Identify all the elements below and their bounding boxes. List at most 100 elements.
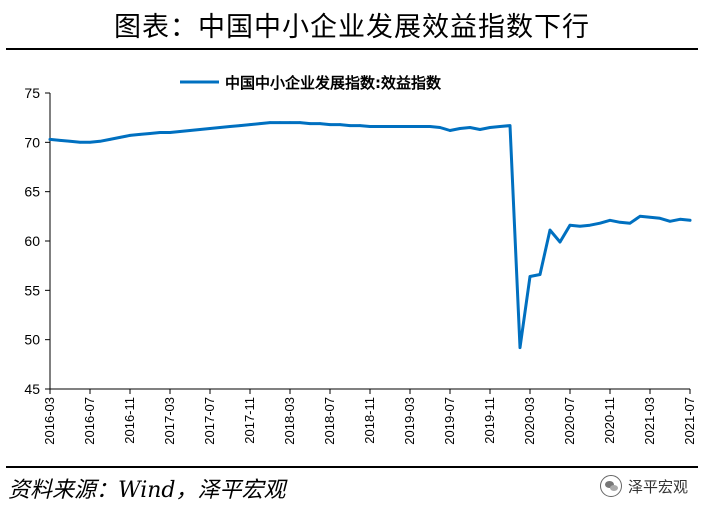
watermark: 泽平宏观	[599, 472, 688, 500]
data-point	[148, 132, 152, 135]
series-line	[48, 121, 692, 350]
data-point	[448, 129, 452, 132]
data-point	[568, 223, 572, 227]
x-tick-label: 2017-11	[242, 397, 257, 444]
x-tick-label: 2016-03	[42, 397, 57, 445]
data-point	[558, 240, 562, 244]
data-point	[168, 131, 172, 134]
data-point	[78, 141, 82, 144]
y-tick-label: 75	[24, 85, 40, 101]
data-point	[98, 140, 102, 143]
data-point	[528, 275, 532, 278]
x-tick-label: 2021-03	[642, 397, 657, 445]
data-point	[608, 219, 612, 222]
x-tick-label: 2018-03	[282, 397, 297, 445]
y-tick-label: 50	[24, 332, 40, 348]
watermark-text: 泽平宏观	[627, 477, 688, 496]
wechat-logo-icon	[599, 475, 622, 497]
legend-label: 中国中小企业发展指数:效益指数	[225, 74, 442, 92]
data-point	[298, 121, 302, 124]
data-point	[668, 220, 672, 223]
data-point	[88, 141, 92, 144]
x-tick-label: 2019-07	[442, 397, 457, 445]
data-point	[638, 215, 642, 218]
data-point	[398, 125, 402, 128]
y-axis: 45 50 55 60 65 70 75	[24, 85, 51, 397]
data-point	[198, 128, 202, 131]
data-point	[518, 346, 522, 349]
data-point	[648, 216, 652, 219]
series-layer	[48, 121, 692, 350]
y-tick-label: 60	[24, 233, 40, 249]
data-point	[658, 217, 662, 220]
x-tick-label: 2021-07	[682, 397, 697, 445]
y-tick-label: 65	[24, 184, 40, 200]
y-tick-label: 45	[24, 381, 40, 397]
data-point	[348, 124, 352, 127]
data-point	[338, 123, 342, 126]
data-point	[68, 140, 72, 143]
data-point	[268, 121, 272, 124]
x-tick-label: 2020-03	[522, 397, 537, 445]
data-point	[178, 130, 182, 133]
x-axis: 2016-03 2016-07 2016-11 2017-03 2017-07 2017-…	[42, 388, 697, 445]
data-point	[688, 219, 692, 222]
x-tick-label: 2020-07	[562, 397, 577, 445]
x-tick-label: 2016-11	[122, 397, 137, 444]
data-point	[258, 122, 262, 125]
x-tick-label: 2018-11	[362, 397, 377, 444]
data-point	[478, 128, 482, 131]
x-tick-label: 2019-03	[402, 397, 417, 445]
y-tick-label: 70	[24, 134, 40, 150]
data-point	[628, 221, 632, 225]
data-point	[498, 125, 502, 128]
data-point	[368, 125, 372, 128]
source-note: 资料来源：Wind，泽平宏观	[8, 478, 286, 503]
data-point	[598, 221, 602, 225]
x-tick-label: 2020-11	[602, 397, 617, 444]
data-point	[288, 121, 292, 124]
figure-title: 图表：中国中小企业发展效益指数下行	[114, 12, 590, 43]
data-point	[58, 139, 62, 142]
data-point	[438, 126, 442, 129]
top-rule	[6, 48, 698, 50]
data-point	[578, 224, 582, 228]
data-point	[358, 124, 362, 127]
data-point	[188, 129, 192, 132]
data-point	[508, 124, 512, 127]
data-point	[458, 127, 462, 130]
data-point	[488, 126, 492, 129]
data-point	[468, 126, 472, 129]
data-point	[328, 123, 332, 126]
bottom-rule	[6, 466, 698, 468]
data-point	[378, 125, 382, 128]
data-point	[158, 131, 162, 134]
data-point	[278, 121, 282, 124]
data-point	[388, 125, 392, 128]
legend: 中国中小企业发展指数:效益指数	[180, 74, 442, 92]
x-tick-label: 2017-03	[162, 397, 177, 445]
data-point	[618, 221, 622, 224]
data-point	[228, 125, 232, 128]
x-tick-label: 2019-11	[482, 397, 497, 444]
data-point	[128, 134, 132, 137]
data-point	[308, 122, 312, 125]
data-point	[238, 124, 242, 127]
x-tick-label: 2016-07	[82, 397, 97, 445]
data-point	[48, 138, 52, 141]
data-point	[428, 125, 432, 128]
data-point	[548, 228, 552, 232]
data-point	[118, 136, 122, 139]
data-point	[138, 133, 142, 136]
data-point	[208, 127, 212, 130]
data-point	[318, 122, 322, 125]
x-tick-label: 2017-07	[202, 397, 217, 445]
data-point	[588, 223, 592, 227]
data-point	[408, 125, 412, 128]
data-point	[418, 125, 422, 128]
data-point	[248, 123, 252, 126]
data-point	[538, 273, 542, 276]
y-tick-label: 55	[24, 282, 40, 298]
data-point	[678, 218, 682, 221]
